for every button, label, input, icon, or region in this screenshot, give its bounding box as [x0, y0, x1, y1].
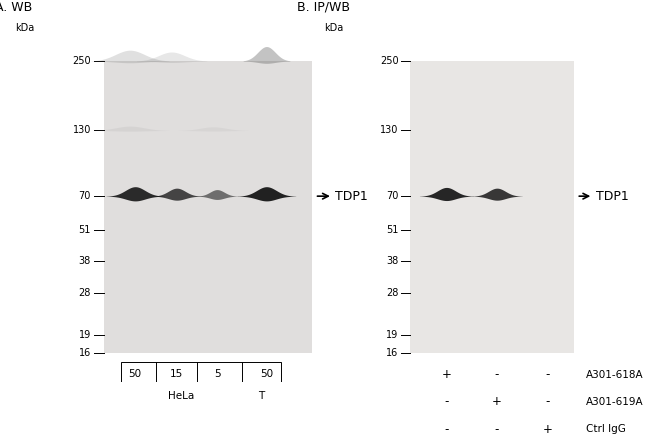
Bar	[410, 61, 574, 353]
Text: A301-619A: A301-619A	[586, 397, 644, 407]
Text: T: T	[258, 391, 265, 401]
Text: +: +	[492, 395, 502, 408]
Text: 38: 38	[79, 256, 91, 266]
Text: 51: 51	[79, 225, 91, 235]
Text: 70: 70	[79, 191, 91, 201]
Text: 28: 28	[386, 288, 398, 299]
Text: 51: 51	[386, 225, 398, 235]
Text: A301-618A: A301-618A	[586, 370, 644, 380]
Text: 19: 19	[79, 329, 91, 339]
Text: 16: 16	[386, 348, 398, 358]
Text: 50: 50	[260, 369, 273, 379]
Text: 28: 28	[79, 288, 91, 299]
Text: -: -	[545, 368, 550, 381]
Text: 250: 250	[72, 56, 91, 66]
Bar	[121, 385, 242, 406]
Text: 70: 70	[386, 191, 398, 201]
Text: 15: 15	[170, 369, 183, 379]
Text: 250: 250	[380, 56, 398, 66]
Text: -: -	[445, 423, 448, 434]
Text: +: +	[543, 423, 552, 434]
Text: 38: 38	[386, 256, 398, 266]
Text: -: -	[495, 423, 499, 434]
Text: -: -	[445, 395, 448, 408]
Text: TDP1: TDP1	[595, 190, 629, 203]
Text: 130: 130	[73, 125, 91, 135]
Bar	[121, 362, 281, 385]
Text: 5: 5	[214, 369, 220, 379]
Text: -: -	[545, 395, 550, 408]
Text: 16: 16	[79, 348, 91, 358]
Bar	[242, 385, 281, 406]
Bar	[104, 61, 312, 353]
Text: Ctrl IgG: Ctrl IgG	[586, 424, 626, 434]
Text: 130: 130	[380, 125, 398, 135]
Text: A. WB: A. WB	[0, 1, 32, 14]
Text: TDP1: TDP1	[335, 190, 368, 203]
Text: B. IP/WB: B. IP/WB	[298, 1, 350, 14]
Text: +: +	[441, 368, 451, 381]
Text: HeLa: HeLa	[168, 391, 194, 401]
Text: kDa: kDa	[324, 23, 343, 33]
Text: 19: 19	[386, 329, 398, 339]
Text: kDa: kDa	[16, 23, 35, 33]
Text: -: -	[495, 368, 499, 381]
Text: 50: 50	[129, 369, 142, 379]
